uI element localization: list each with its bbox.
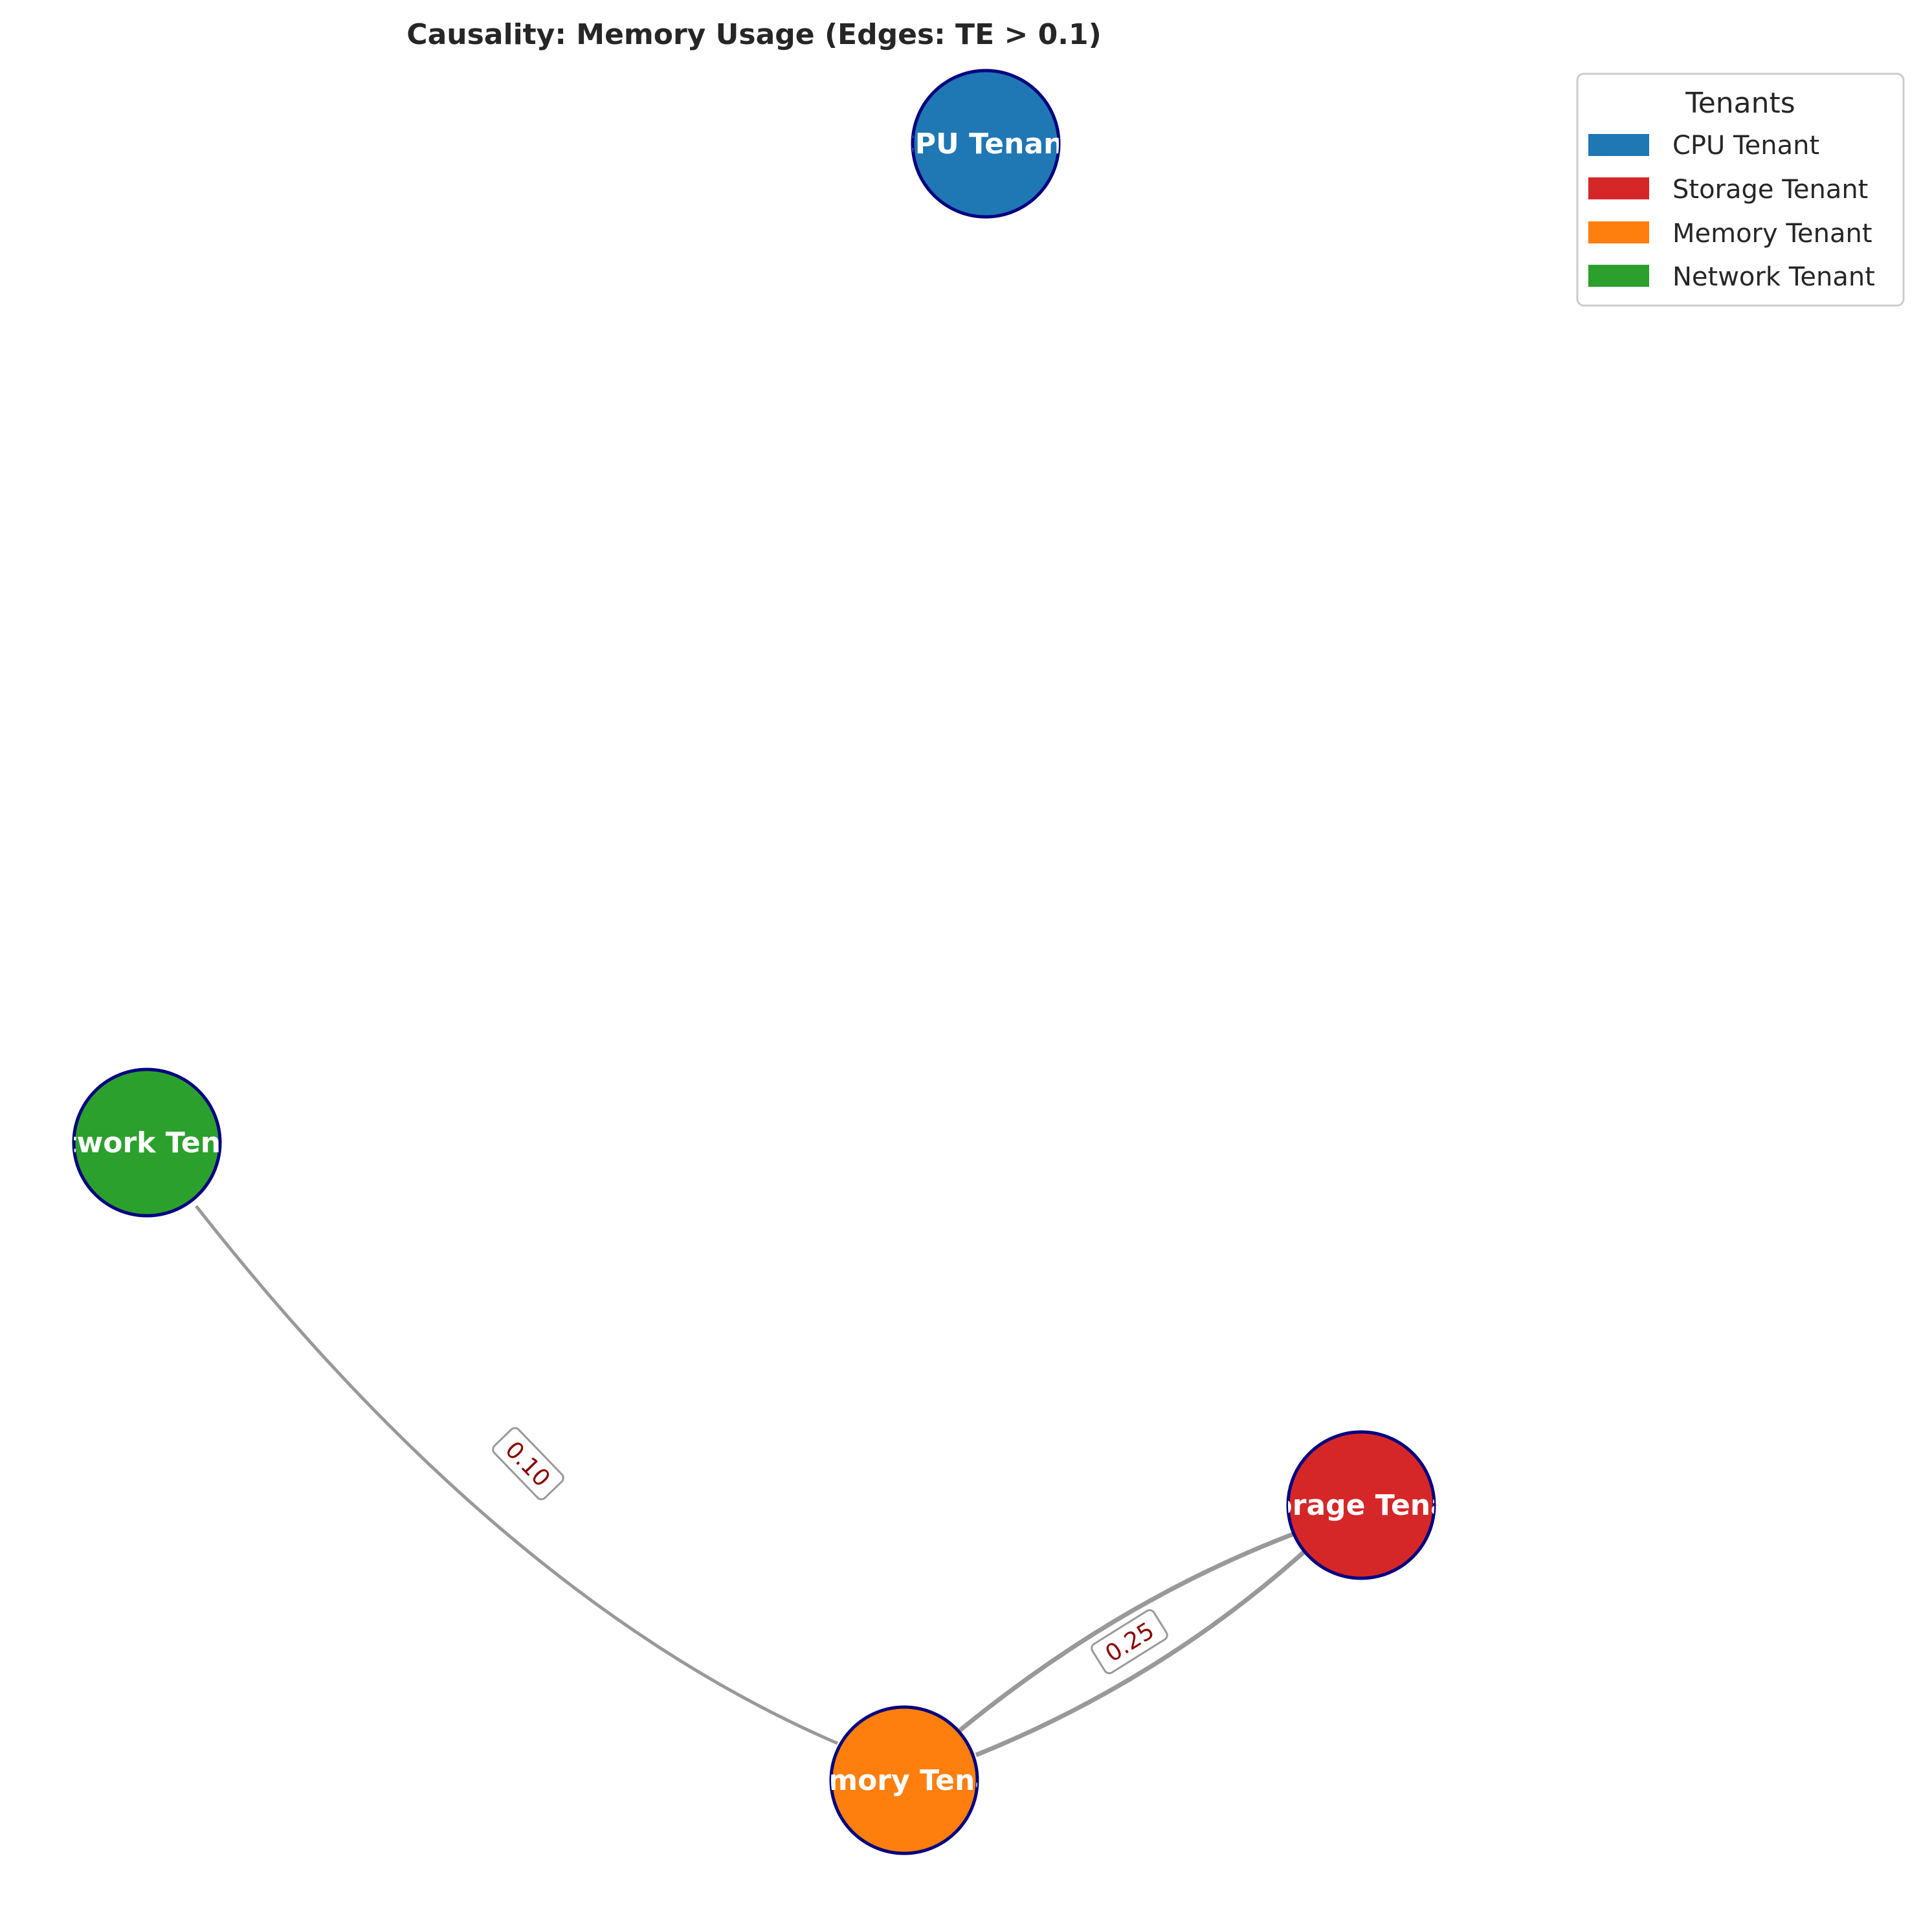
- legend-label: Storage Tenant: [1672, 175, 1868, 205]
- legend-swatch: [1588, 221, 1649, 243]
- node-cpu-tenant[interactable]: CPU Tenant: [894, 69, 1078, 219]
- legend-swatch: [1588, 265, 1649, 287]
- edge-label-network-memory: 0.10: [492, 1427, 564, 1501]
- edge-network-memory: [195, 1205, 838, 1745]
- legend-swatch: [1588, 134, 1649, 156]
- legend-label: Network Tenant: [1672, 262, 1875, 292]
- edge-memory-storage: [975, 1550, 1306, 1758]
- legend-item-network: Network Tenant: [1588, 262, 1875, 292]
- node-label: Memory Tenant: [781, 1764, 1028, 1797]
- legend: Tenants CPU Tenant Storage Tenant Memory…: [1576, 73, 1905, 307]
- node-label: Network Tenant: [20, 1126, 274, 1159]
- edge-storage-memory: [958, 1531, 1296, 1732]
- legend-item-cpu: CPU Tenant: [1588, 131, 1819, 161]
- legend-label: Memory Tenant: [1672, 219, 1872, 249]
- node-network-tenant[interactable]: Network Tenant: [20, 1067, 274, 1218]
- legend-item-memory: Memory Tenant: [1588, 219, 1872, 249]
- node-label: Storage Tenant: [1239, 1489, 1483, 1522]
- node-label: CPU Tenant: [894, 128, 1078, 161]
- legend-item-storage: Storage Tenant: [1588, 175, 1868, 205]
- legend-label: CPU Tenant: [1672, 131, 1819, 161]
- node-memory-tenant[interactable]: Memory Tenant: [781, 1705, 1028, 1855]
- chart-title: Causality: Memory Usage (Edges: TE > 0.1…: [406, 18, 1101, 51]
- legend-swatch: [1588, 177, 1649, 199]
- node-storage-tenant[interactable]: Storage Tenant: [1239, 1430, 1483, 1580]
- legend-title: Tenants: [1685, 87, 1795, 120]
